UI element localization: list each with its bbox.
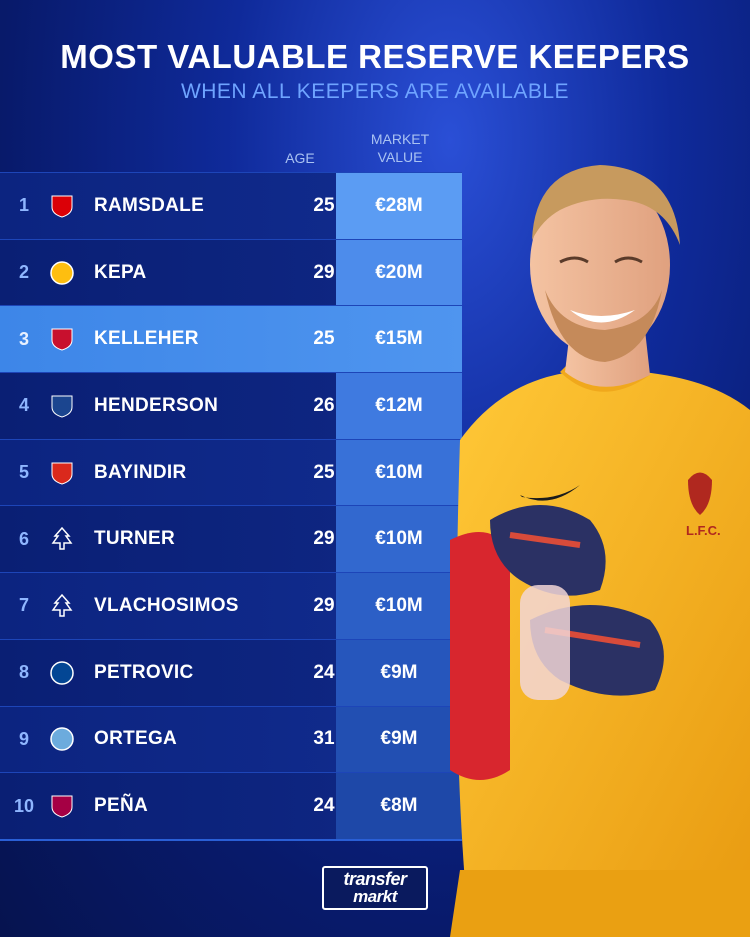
row-age: 25 — [313, 328, 335, 350]
row-rank: 2 — [18, 262, 29, 283]
column-header-age: AGE — [285, 150, 315, 166]
row-player-name: KELLEHER — [94, 328, 199, 350]
row-rank: 10 — [13, 795, 35, 816]
row-rank: 9 — [18, 728, 29, 749]
row-age: 24 — [313, 661, 335, 683]
row-player-name: VLACHOSIMOS — [94, 594, 239, 616]
keeper-table: 1 RAMSDALE 25 €28M 2 KEPA 29 €20M 3 KELLEHER 25 €15… — [0, 172, 462, 839]
row-player-name: PEÑA — [94, 795, 148, 817]
row-rank: 4 — [18, 395, 29, 416]
row-market-value: €9M — [336, 706, 462, 773]
nottingham-forest-crest-icon — [48, 525, 76, 553]
row-market-value: €28M — [336, 173, 462, 239]
liverpool-crest-icon — [48, 325, 76, 353]
row-age: 31 — [313, 728, 335, 750]
row-market-value: €10M — [336, 573, 462, 639]
row-age: 29 — [313, 528, 335, 550]
svg-text:L.F.C.: L.F.C. — [686, 523, 721, 538]
chelsea-crest-icon — [48, 659, 76, 687]
transfermarkt-logo: transfer markt — [322, 866, 428, 910]
row-player-name: HENDERSON — [94, 394, 219, 416]
table-row: 4 HENDERSON 26 €12M — [0, 372, 462, 439]
row-player-name: BAYINDIR — [94, 461, 187, 483]
table-row: 2 KEPA 29 €20M — [0, 238, 462, 306]
row-age: 29 — [313, 594, 335, 616]
manchester-united-crest-icon — [48, 459, 76, 487]
row-market-value: €9M — [336, 639, 462, 706]
logo-line1: transfer — [343, 869, 407, 889]
page-title: MOST VALUABLE RESERVE KEEPERS — [60, 38, 690, 75]
row-rank: 3 — [18, 328, 29, 349]
column-header-market-value-line1: MARKET — [370, 131, 430, 147]
table-row: 3 KELLEHER 25 €15M — [0, 305, 462, 373]
row-market-value: €10M — [336, 439, 462, 506]
table-row: 1 RAMSDALE 25 €28M — [0, 172, 462, 239]
row-age: 29 — [313, 261, 335, 283]
row-age: 25 — [313, 194, 335, 216]
table-row: 7 VLACHOSIMOS 29 €10M — [0, 572, 462, 639]
row-age: 25 — [313, 461, 335, 483]
table-row: 5 BAYINDIR 25 €10M — [0, 438, 462, 506]
table-row: 9 ORTEGA 31 €9M — [0, 705, 462, 773]
row-rank: 5 — [18, 462, 29, 483]
row-age: 26 — [313, 394, 335, 416]
row-market-value: €8M — [336, 773, 462, 839]
row-player-name: TURNER — [94, 528, 175, 550]
row-player-name: RAMSDALE — [94, 194, 205, 216]
table-row: 6 TURNER 29 €10M — [0, 505, 462, 573]
goalkeeper-photo: L.F.C. — [450, 165, 750, 937]
table-row: 8 PETROVIC 24 €9M — [0, 638, 462, 706]
page-subtitle: WHEN ALL KEEPERS ARE AVAILABLE — [180, 80, 570, 103]
manchester-city-crest-icon — [48, 725, 76, 753]
logo-line2: markt — [353, 887, 397, 906]
row-player-name: PETROVIC — [94, 661, 194, 683]
arsenal-crest-icon — [48, 192, 76, 220]
real-madrid-crest-icon — [48, 259, 76, 287]
row-market-value: €12M — [336, 373, 462, 439]
row-player-name: ORTEGA — [94, 728, 178, 750]
row-market-value: €10M — [336, 506, 462, 573]
crystal-palace-crest-icon — [48, 392, 76, 420]
row-rank: 8 — [18, 662, 29, 683]
barcelona-crest-icon — [48, 792, 76, 820]
column-header-market-value-line2: VALUE — [377, 149, 423, 165]
row-player-name: KEPA — [94, 261, 147, 283]
row-rank: 7 — [18, 595, 29, 616]
table-row: 10 PEÑA 24 €8M — [0, 772, 462, 839]
row-market-value: €20M — [336, 239, 462, 306]
row-rank: 1 — [18, 195, 29, 216]
table-bottom-line — [0, 839, 462, 841]
nottingham-forest-crest-icon — [48, 592, 76, 620]
row-age: 24 — [313, 795, 335, 817]
row-rank: 6 — [18, 528, 29, 549]
column-header-market-value: MARKET VALUE — [340, 130, 460, 166]
row-market-value: €15M — [375, 328, 423, 350]
